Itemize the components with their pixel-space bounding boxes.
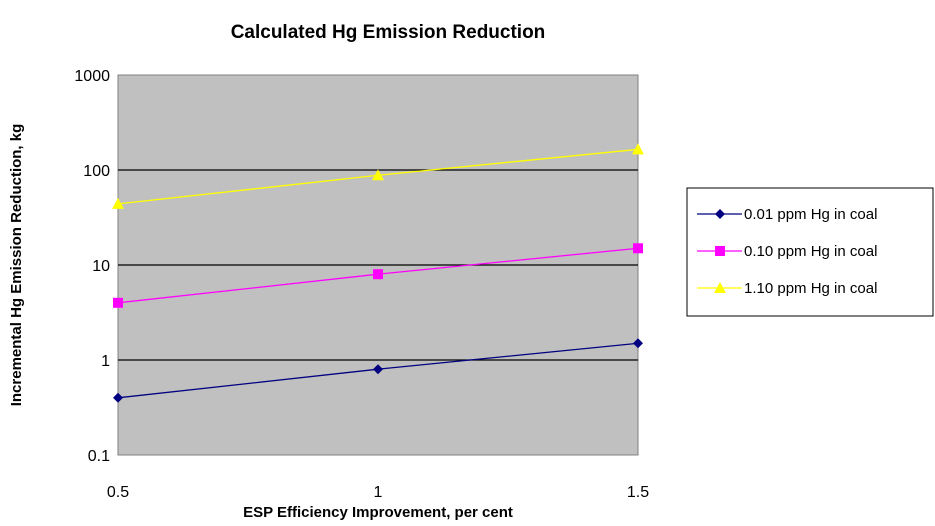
series-1: [113, 338, 643, 403]
y-tick-label: 1000: [74, 68, 110, 85]
y-tick-label: 0.1: [88, 448, 110, 465]
legend-item: 1.10 ppm Hg in coal: [697, 280, 877, 297]
x-tick-labels: 0.5 1 1.5: [107, 484, 649, 501]
legend-marker: [715, 209, 725, 219]
x-axis-title: ESP Efficiency Improvement, per cent: [243, 504, 513, 521]
data-point: [113, 392, 123, 403]
legend: 0.01 ppm Hg in coal 0.10 ppm Hg in coal 1.…: [686, 187, 934, 317]
data-point: [632, 143, 644, 155]
legend-label: 0.01 ppm Hg in coal: [744, 206, 877, 223]
x-tick-label: 1.5: [627, 484, 649, 501]
legend-label: 1.10 ppm Hg in coal: [744, 280, 877, 297]
data-point: [112, 197, 124, 209]
data-point: [373, 269, 383, 280]
legend-item: 0.01 ppm Hg in coal: [697, 206, 877, 223]
data-point: [633, 338, 643, 349]
legend-label: 0.10 ppm Hg in coal: [744, 243, 877, 260]
data-point: [373, 364, 383, 375]
data-point: [633, 243, 643, 254]
data-point: [372, 169, 384, 181]
legend-marker: [714, 282, 726, 293]
legend-box: [686, 187, 934, 317]
y-tick-label: 10: [92, 258, 110, 275]
series-group: [112, 143, 644, 403]
legend-item: 0.10 ppm Hg in coal: [697, 243, 877, 260]
series-2: [113, 243, 643, 308]
y-tick-labels: 0.1 1 10 100 1000: [74, 68, 110, 465]
x-tick-label: 1: [374, 484, 383, 501]
data-point: [113, 297, 123, 308]
x-tick-label: 0.5: [107, 484, 129, 501]
legend-marker: [715, 246, 725, 256]
series-3: [112, 143, 644, 209]
y-tick-label: 100: [83, 163, 110, 180]
y-tick-label: 1: [101, 353, 110, 370]
chart-title: Calculated Hg Emission Reduction: [231, 22, 546, 43]
y-axis-title: Incremental Hg Emission Reduction, kg: [8, 124, 25, 407]
